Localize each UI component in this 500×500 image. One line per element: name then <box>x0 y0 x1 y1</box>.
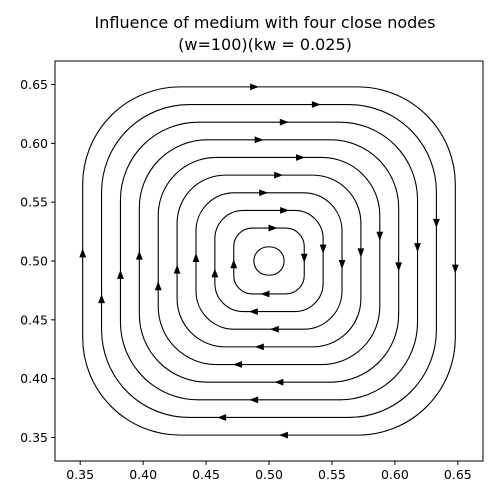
flow-arrow <box>136 251 143 260</box>
streamline <box>196 193 342 329</box>
x-tick-label: 0.55 <box>318 467 346 482</box>
flow-arrow <box>233 361 242 368</box>
flow-arrow <box>269 225 278 232</box>
flow-arrow <box>452 265 459 274</box>
flow-arrow <box>376 232 383 241</box>
y-tick-label: 0.40 <box>20 371 48 386</box>
flow-arrow <box>270 326 279 333</box>
streamline <box>120 122 417 400</box>
flow-arrow <box>433 219 440 228</box>
flow-arrow <box>193 253 200 262</box>
flow-arrow <box>280 119 289 126</box>
streamline <box>139 140 398 382</box>
flow-arrow <box>312 101 321 108</box>
streamline <box>254 247 284 275</box>
x-tick-label: 0.45 <box>192 467 220 482</box>
flow-arrow <box>274 172 283 179</box>
streamline <box>83 87 456 435</box>
flow-arrow <box>339 260 346 269</box>
flow-arrow <box>230 259 237 268</box>
flow-arrow <box>414 243 421 252</box>
flow-arrow <box>174 265 181 274</box>
flow-arrow <box>320 245 327 254</box>
flow-arrow <box>357 248 364 257</box>
y-tick-label: 0.65 <box>20 77 48 92</box>
x-tick-label: 0.65 <box>444 467 472 482</box>
x-tick-label: 0.35 <box>66 467 94 482</box>
flow-arrow <box>280 207 289 214</box>
flow-arrow <box>155 281 162 290</box>
flow-arrow <box>255 136 264 143</box>
flow-arrow <box>250 83 259 90</box>
flow-arrow <box>249 308 258 315</box>
y-tick-label: 0.35 <box>20 430 48 445</box>
flow-arrow <box>211 268 218 277</box>
flow-arrow <box>98 294 105 303</box>
flow-arrow <box>274 379 283 386</box>
flow-arrow <box>249 396 258 403</box>
x-tick-label: 0.60 <box>381 467 409 482</box>
flow-arrow <box>259 189 268 196</box>
x-tick-label: 0.50 <box>255 467 283 482</box>
plot-area-frame <box>55 61 483 461</box>
flow-arrow <box>301 254 308 263</box>
streamline <box>234 228 304 294</box>
flow-arrow <box>217 414 226 421</box>
streamlines <box>79 83 458 438</box>
flow-arrow <box>260 291 269 298</box>
flow-arrow <box>255 343 264 350</box>
flow-arrow <box>79 248 86 257</box>
streamline <box>177 175 361 347</box>
flow-arrow <box>279 432 288 439</box>
flow-arrow <box>117 270 124 279</box>
streamline <box>102 105 437 418</box>
x-tick-label: 0.40 <box>129 467 157 482</box>
y-tick-label: 0.55 <box>20 195 48 210</box>
y-tick-label: 0.50 <box>20 254 48 269</box>
y-tick-label: 0.60 <box>20 136 48 151</box>
y-tick-label: 0.45 <box>20 312 48 327</box>
flow-arrow <box>395 262 402 271</box>
flow-arrow <box>296 154 305 161</box>
